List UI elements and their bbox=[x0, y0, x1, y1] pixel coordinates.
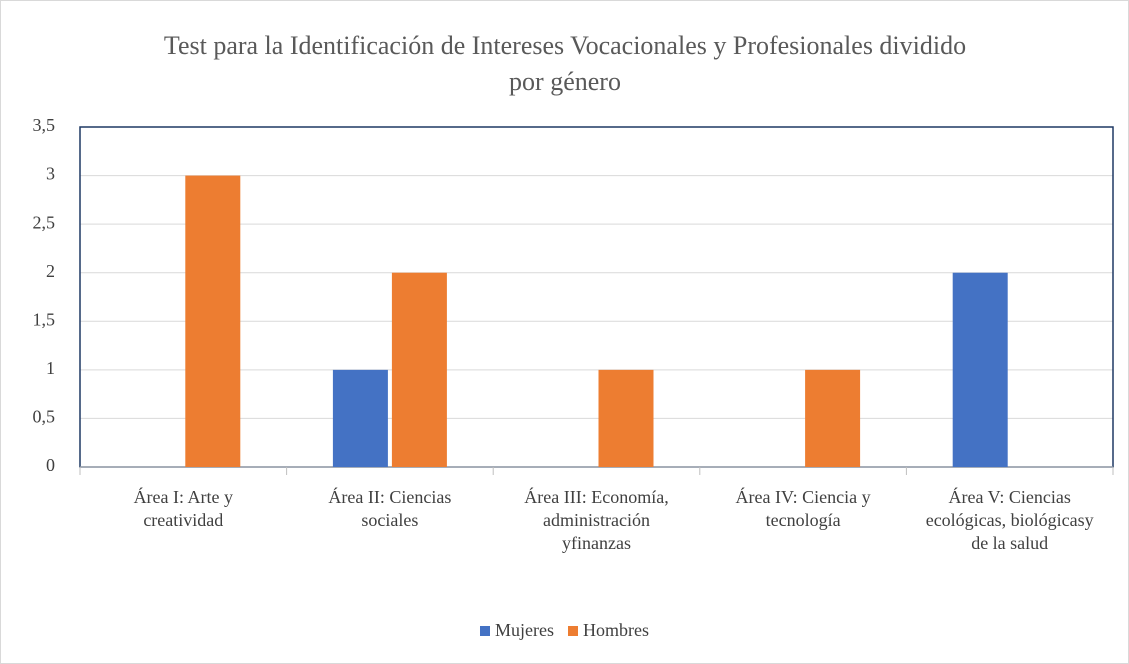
bar bbox=[805, 369, 861, 467]
y-tick-label: 1,5 bbox=[33, 309, 56, 329]
bar bbox=[185, 175, 241, 468]
chart-title: Test para la Identificación de Intereses… bbox=[163, 31, 967, 96]
y-tick-label: 0,5 bbox=[33, 407, 56, 427]
y-tick-label: 3 bbox=[46, 164, 55, 184]
y-tick-label: 2 bbox=[46, 261, 55, 281]
bar bbox=[391, 272, 447, 467]
legend-swatch bbox=[480, 625, 490, 636]
legend-label: Mujeres bbox=[495, 620, 554, 640]
bar bbox=[952, 272, 1008, 467]
y-tick-label: 0 bbox=[46, 455, 55, 475]
y-tick-label: 3,5 bbox=[33, 115, 56, 135]
y-tick-label: 2,5 bbox=[33, 212, 56, 232]
x-tick-label: Área I: Arte y creatividad bbox=[133, 487, 234, 530]
legend: Mujeres Hombres bbox=[0, 620, 1129, 641]
bar bbox=[332, 369, 388, 467]
x-tick-label: Área II: Ciencias sociales bbox=[328, 487, 452, 530]
x-tick-label: Área V: Ciencias ecológicas, biológicasy… bbox=[925, 487, 1094, 553]
legend-item: Mujeres bbox=[480, 620, 554, 641]
bar bbox=[598, 369, 654, 467]
legend-label: Hombres bbox=[582, 620, 649, 640]
x-tick-label: Área III: Economía, administración yfina… bbox=[524, 487, 669, 553]
legend-swatch bbox=[567, 625, 578, 636]
x-tick-label: Área IV: Ciencia y tecnología bbox=[735, 487, 871, 530]
legend-item: Hombres bbox=[567, 620, 649, 641]
y-tick-label: 1 bbox=[46, 358, 55, 378]
